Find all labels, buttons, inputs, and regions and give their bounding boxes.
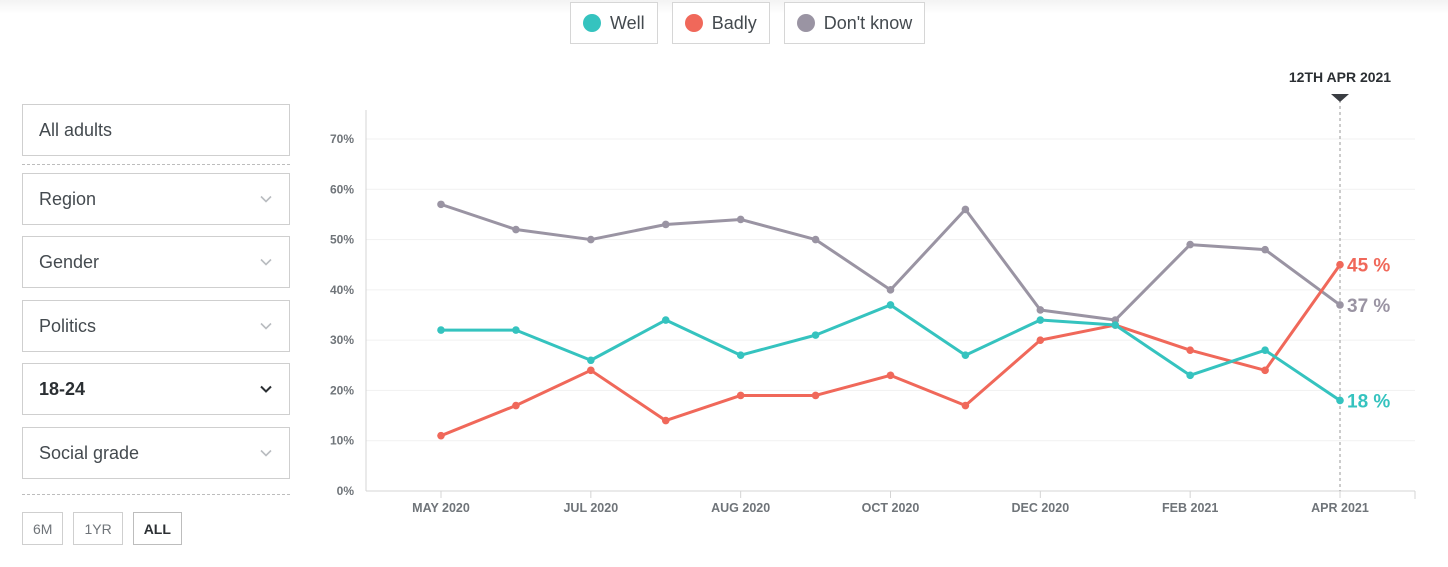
gender-dropdown-label: Gender [39,251,100,272]
chevron-down-icon [260,258,272,266]
region-dropdown-label: Region [39,188,97,209]
data-point-badly [512,401,520,410]
data-point-don-t-know [661,220,670,229]
legend: Well Badly Don't know [570,2,926,44]
legend-dot-well [583,14,601,32]
politics-dropdown-label: Politics [39,315,97,336]
data-point-well [736,351,745,360]
data-point-badly [1261,366,1269,375]
data-point-badly [1036,336,1045,344]
data-point-well [886,301,895,309]
data-point-well [1111,321,1120,329]
filter-divider-bottom [22,494,290,495]
data-point-don-t-know [1261,245,1269,254]
chevron-down-icon [260,322,272,330]
data-point-don-t-know [886,286,895,294]
data-point-well [811,331,820,339]
period-selector: 6M 1YR ALL [22,512,182,545]
period-6m-button[interactable]: 6M [22,512,64,545]
gender-dropdown[interactable]: Gender [22,236,290,288]
social-grade-dropdown-label: Social grade [39,442,140,463]
data-point-badly [736,391,745,400]
legend-label-badly: Badly [711,12,757,33]
y-tick-label: 60% [330,182,354,196]
period-1yr-button[interactable]: 1YR [73,512,123,545]
period-all-button[interactable]: ALL [132,512,182,545]
data-point-well [512,326,520,334]
age-dropdown-label: 18-24 [39,378,86,399]
data-point-don-t-know [736,215,745,224]
y-tick-label: 10% [330,434,354,448]
data-point-badly [437,431,445,440]
x-tick-label: MAY 2020 [412,501,470,515]
data-point-don-t-know [1336,301,1344,309]
data-point-badly [587,366,595,375]
data-point-well [961,351,970,360]
data-point-well [587,356,595,365]
y-tick-label: 70% [330,132,354,146]
data-point-badly [661,416,670,425]
audience-filter-label: All adults [39,119,113,140]
data-point-don-t-know [811,235,820,244]
data-point-well [437,326,445,334]
y-tick-label: 0% [337,484,355,498]
y-tick-label: 30% [330,333,354,347]
legend-item-well[interactable]: Well [570,2,658,44]
x-tick-label: APR 2021 [1311,501,1369,515]
legend-dot-badly [684,14,703,32]
x-tick-label: FEB 2021 [1162,501,1218,515]
chevron-down-icon [260,385,272,393]
chevron-down-icon [260,449,272,457]
data-point-don-t-know [961,205,970,214]
chevron-down-icon [260,195,272,203]
data-point-don-t-know [1186,240,1194,249]
data-point-well [1036,316,1045,324]
x-tick-label: JUL 2020 [563,501,618,515]
legend-item-dont-know[interactable]: Don't know [783,2,926,44]
y-tick-label: 40% [330,283,354,297]
data-point-don-t-know [587,235,595,244]
data-point-badly [961,401,970,410]
end-label-well: 18 % [1347,391,1390,412]
date-marker-label: 12TH APR 2021 [1289,69,1391,85]
legend-item-badly[interactable]: Badly [671,2,770,44]
y-tick-label: 20% [330,383,354,397]
x-tick-label: DEC 2020 [1011,501,1069,515]
social-grade-dropdown[interactable]: Social grade [22,427,290,479]
data-point-don-t-know [437,200,445,209]
data-point-badly [1336,260,1344,269]
x-tick-label: OCT 2020 [862,501,920,515]
date-marker-triangle [1331,94,1349,102]
age-dropdown[interactable]: 18-24 [22,363,290,415]
data-point-well [1336,396,1344,405]
data-point-don-t-know [512,225,520,234]
politics-dropdown[interactable]: Politics [22,300,290,352]
legend-label-dont-know: Don't know [823,12,913,33]
audience-filter[interactable]: All adults [22,104,290,156]
legend-dot-dont-know [796,14,815,32]
data-point-badly [886,371,895,380]
data-point-well [1186,371,1194,380]
y-tick-label: 50% [330,233,354,247]
x-tick-label: AUG 2020 [711,501,770,515]
legend-label-well: Well [610,12,645,33]
data-point-well [1261,346,1269,355]
end-label-don-t-know: 37 % [1347,296,1390,317]
data-point-well [661,316,670,324]
data-point-badly [811,391,820,400]
data-point-badly [1186,346,1194,355]
region-dropdown[interactable]: Region [22,173,290,225]
filter-divider-top [22,164,290,165]
end-label-badly: 45 % [1347,256,1390,277]
data-point-don-t-know [1036,306,1045,314]
